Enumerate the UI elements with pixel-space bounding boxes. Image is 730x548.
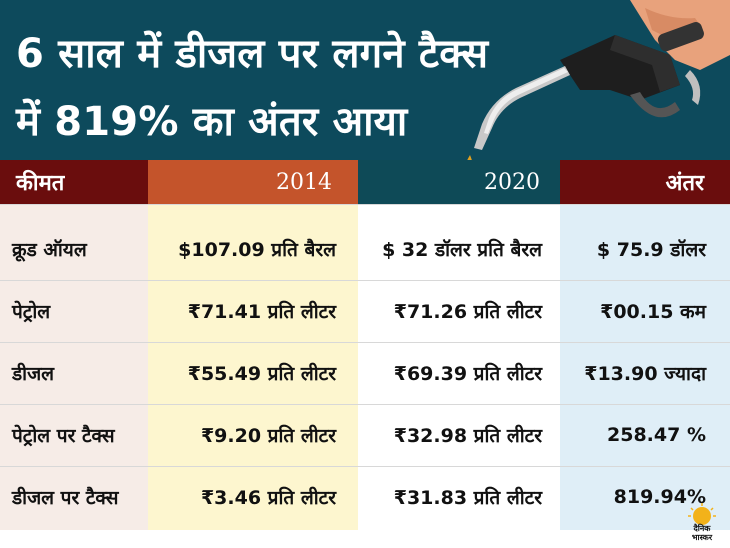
comparison-table: कीमत 2014 2020 अंतर क्रूड ऑयल $107.09 प्…: [0, 160, 730, 530]
row-divider: [0, 204, 730, 205]
headline-line-1: 6 साल में डीजल पर लगने टैक्स: [16, 31, 489, 77]
table-row-label: पेट्रोल: [12, 301, 51, 323]
table-row-label: डीजल पर टैक्स: [12, 487, 119, 509]
col-2014-bg: [148, 204, 358, 530]
table-cell-difference: 819.94%: [613, 486, 706, 508]
dainik-bhaskar-logo-icon: दैनिक भास्कर: [688, 503, 716, 542]
row-divider: [0, 404, 730, 405]
header-2014: 2014: [148, 160, 358, 204]
table-cell-difference: 258.47 %: [607, 424, 706, 446]
logo-text-line1: दैनिक: [693, 523, 712, 533]
table-cell-2020: ₹32.98 प्रति लीटर: [393, 425, 542, 447]
table-cell-difference: ₹13.90 ज्यादा: [584, 363, 706, 385]
footer-strip: [0, 530, 730, 548]
table-cell-2020: ₹31.83 प्रति लीटर: [393, 487, 542, 509]
table-cell-2020: ₹71.26 प्रति लीटर: [393, 301, 542, 323]
headline-banner: 6 साल में डीजल पर लगने टैक्स में 819% का…: [0, 0, 730, 160]
table-row-label: पेट्रोल पर टैक्स: [12, 425, 115, 447]
table-cell-2020: ₹69.39 प्रति लीटर: [393, 363, 542, 385]
col-diff-bg: [560, 204, 730, 530]
table-cell-2020: $ 32 डॉलर प्रति बैरल: [382, 239, 542, 261]
header-difference: अंतर: [560, 160, 730, 204]
header-price: कीमत: [0, 160, 148, 204]
table-row-label: डीजल: [12, 363, 55, 385]
row-divider: [0, 280, 730, 281]
table-cell-difference: $ 75.9 डॉलर: [596, 239, 706, 261]
logo-text-line2: भास्कर: [692, 533, 713, 542]
headline-line-2: में 819% का अंतर आया: [16, 99, 408, 145]
table-row-label: क्रूड ऑयल: [12, 239, 87, 261]
label-column-bg: [0, 204, 148, 530]
header-2020: 2020: [358, 160, 560, 204]
row-divider: [0, 466, 730, 467]
table-cell-2014: ₹55.49 प्रति लीटर: [187, 363, 336, 385]
table-cell-difference: ₹00.15 कम: [600, 301, 706, 323]
table-cell-2014: $107.09 प्रति बैरल: [178, 239, 336, 261]
table-cell-2014: ₹9.20 प्रति लीटर: [200, 425, 336, 447]
table-cell-2014: ₹71.41 प्रति लीटर: [187, 301, 336, 323]
table-cell-2014: ₹3.46 प्रति लीटर: [200, 487, 336, 509]
row-divider: [0, 342, 730, 343]
fuel-nozzle-icon: [467, 0, 730, 160]
col-2020-bg: [358, 204, 560, 530]
